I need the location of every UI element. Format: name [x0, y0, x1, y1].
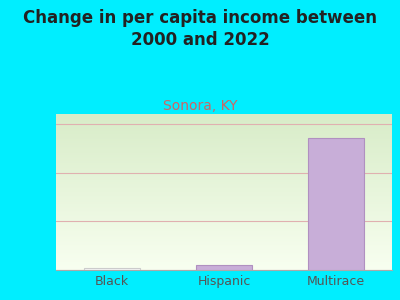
Text: Sonora, KY: Sonora, KY — [163, 99, 237, 113]
Text: Change in per capita income between
2000 and 2022: Change in per capita income between 2000… — [23, 9, 377, 49]
Bar — [84, 268, 140, 270]
Bar — [196, 265, 252, 270]
Bar — [308, 138, 364, 270]
